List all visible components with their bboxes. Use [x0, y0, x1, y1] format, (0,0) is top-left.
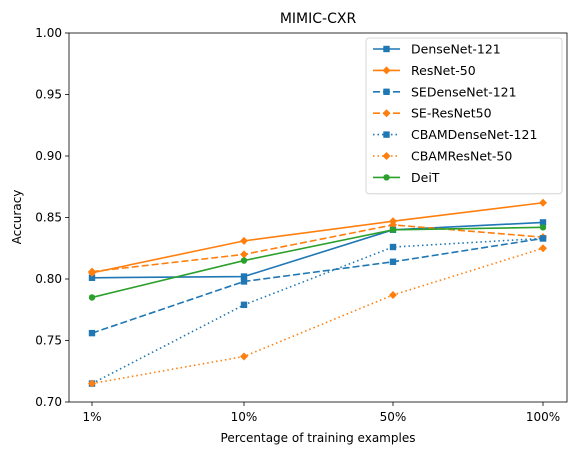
x-tick-label: 10%: [231, 410, 258, 424]
axes: 0.70 0.75 0.80 0.85 0.90 0.95 1.00 1% 10% 50% 100%: [35, 26, 560, 424]
legend-marker: [382, 152, 391, 160]
y-tick-label: 0.95: [35, 88, 62, 102]
legend-label: SEDenseNet-121: [411, 84, 517, 99]
legend-label: ResNet-50: [411, 63, 476, 78]
data-point: [88, 329, 96, 337]
legend-marker: [383, 88, 390, 95]
series-line: [91, 224, 544, 273]
y-tick-label: 0.70: [35, 395, 62, 409]
series-line: [91, 237, 544, 385]
data-point: [539, 235, 547, 242]
legend-entry: CBAMResNet-50: [373, 149, 512, 164]
data-point: [389, 220, 397, 229]
legend-label: CBAMResNet-50: [411, 149, 512, 164]
series-resnet-50: [88, 198, 547, 277]
data-point: [240, 273, 248, 280]
x-axis-label: Percentage of training examples: [221, 431, 416, 445]
series-line: [91, 201, 544, 274]
legend-marker: [382, 109, 391, 118]
data-point: [240, 250, 248, 259]
x-tick-label: 100%: [526, 410, 560, 424]
legend-entry: DeiT: [373, 170, 440, 185]
legend-entry: CBAMDenseNet-121: [373, 127, 537, 142]
data-point: [539, 244, 547, 253]
x-tick-label: 50%: [380, 410, 407, 424]
data-point: [240, 301, 248, 309]
legend-box: [365, 37, 563, 195]
data-point: [240, 236, 248, 245]
data-point: [88, 274, 96, 281]
y-tick-label: 1.00: [35, 26, 62, 40]
chart-title: MIMIC-CXR: [280, 11, 357, 27]
data-point: [539, 224, 547, 231]
legend-marker: [383, 45, 390, 53]
x-tick-label: 1%: [82, 410, 101, 424]
legend-entry: SE-ResNet50: [373, 106, 492, 121]
legend-entry: DenseNet-121: [373, 42, 501, 57]
data-point: [88, 379, 96, 388]
y-axis-label: Accuracy: [10, 190, 24, 245]
series-line: [91, 221, 544, 279]
series-deit: [88, 224, 547, 301]
series-line: [91, 247, 544, 385]
legend-marker: [383, 174, 390, 181]
plot-area: [88, 198, 547, 388]
y-tick-label: 0.80: [35, 272, 62, 286]
legend-entry: SEDenseNet-121: [373, 84, 517, 99]
legend-label: DenseNet-121: [411, 42, 501, 57]
series-cbamdensenet-121: [88, 235, 547, 387]
legend-entry: ResNet-50: [373, 63, 476, 78]
data-point: [539, 219, 547, 226]
data-point: [240, 352, 248, 361]
data-point: [240, 257, 248, 264]
data-point: [88, 267, 96, 276]
data-point: [389, 226, 397, 233]
legend-label: DeiT: [411, 170, 440, 185]
data-point: [389, 243, 397, 251]
series-line: [91, 237, 544, 334]
y-tick-label: 0.85: [35, 211, 62, 225]
series-cbamresnet-50: [88, 244, 547, 388]
data-point: [240, 278, 248, 285]
y-tick-label: 0.90: [35, 149, 62, 163]
data-point: [539, 198, 547, 207]
series-sedensenet-121: [88, 235, 547, 337]
legend: DenseNet-121 ResNet-50 SEDenseNet-121 SE-Re…: [365, 37, 563, 195]
data-point: [389, 290, 397, 299]
data-point: [88, 294, 96, 301]
y-tick-label: 0.75: [35, 334, 62, 348]
legend-marker: [383, 131, 390, 138]
legend-label: SE-ResNet50: [411, 106, 492, 121]
data-point: [389, 258, 397, 265]
legend-marker: [382, 66, 391, 75]
series-line: [91, 226, 544, 299]
legend-label: CBAMDenseNet-121: [411, 127, 537, 142]
